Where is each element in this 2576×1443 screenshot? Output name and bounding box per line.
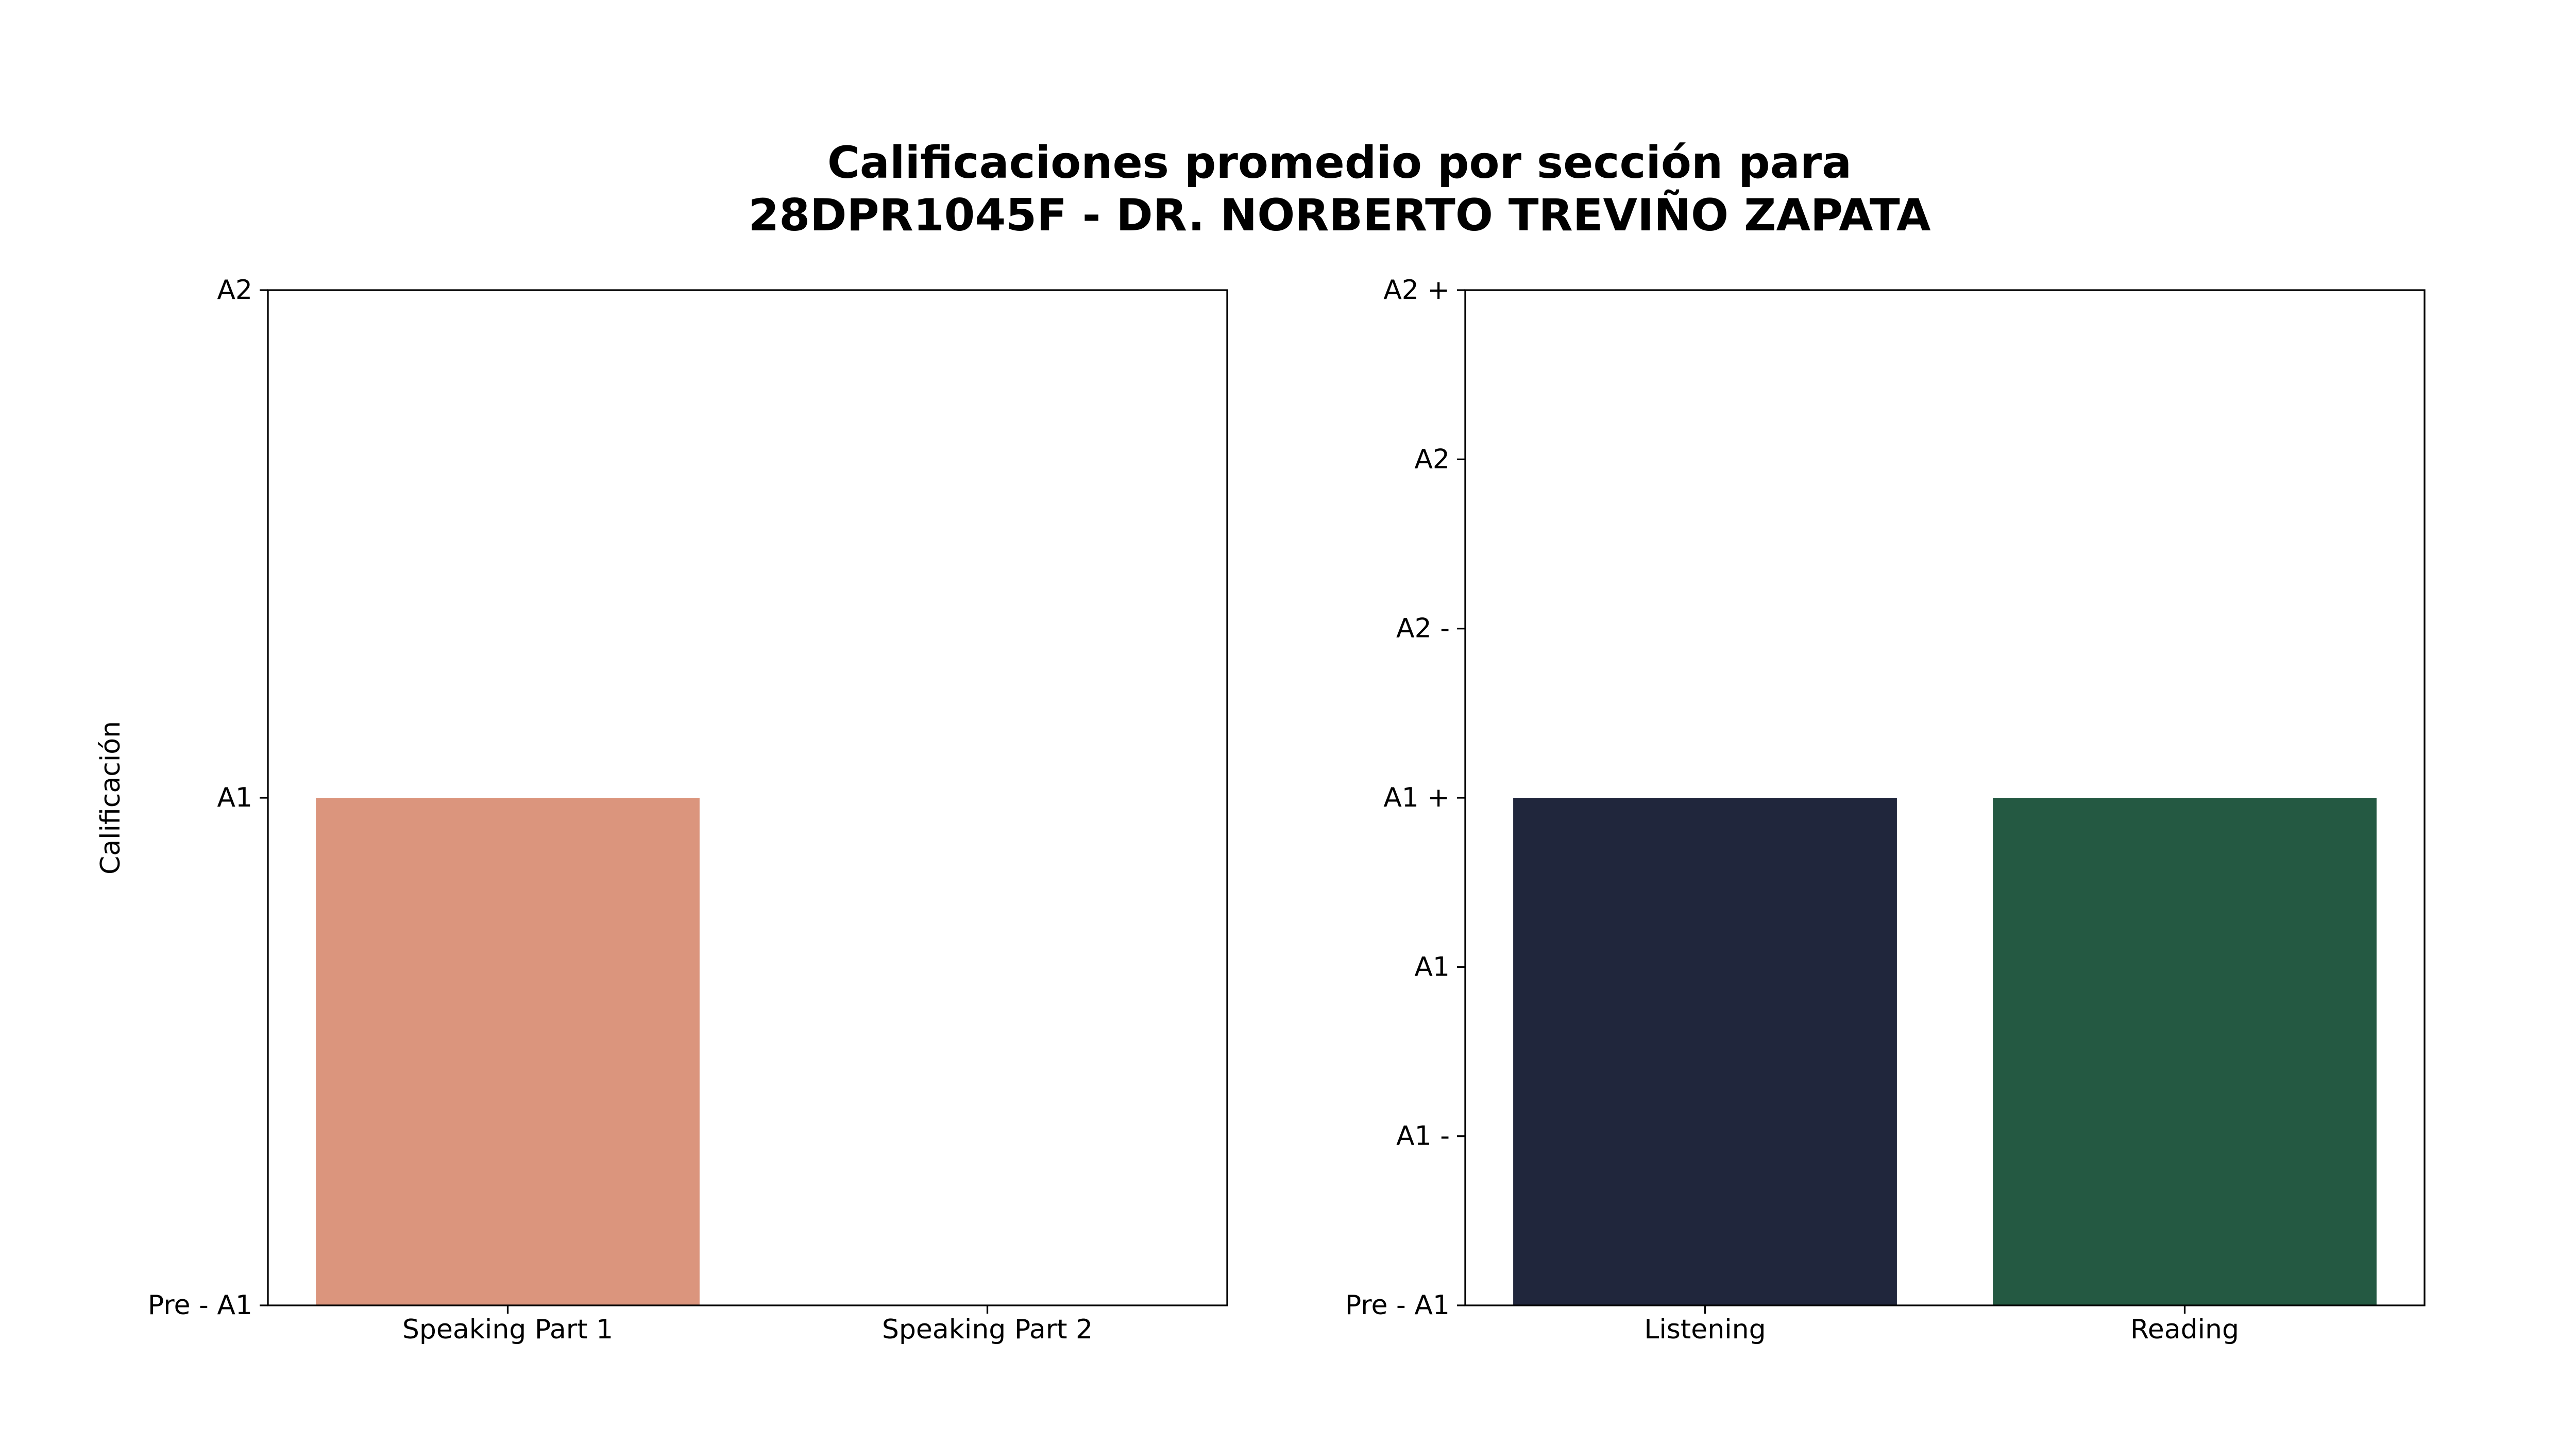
y-tick-label: A1 - bbox=[1396, 1121, 1450, 1152]
y-tick-label: A1 bbox=[1414, 951, 1450, 982]
y-tick-label: Pre - A1 bbox=[148, 1290, 252, 1321]
y-tick-label: A1 + bbox=[1383, 782, 1450, 813]
bar bbox=[1513, 798, 1897, 1305]
right-subplot: Pre - A1 A1 - A1 A1 + A2 - A2 A2 + Listening Rea… bbox=[1345, 275, 2426, 1345]
bar bbox=[1993, 798, 2377, 1305]
y-tick-label: A2 - bbox=[1396, 613, 1450, 644]
x-tick-label: Reading bbox=[2130, 1314, 2239, 1345]
x-tick-label: Speaking Part 1 bbox=[402, 1314, 613, 1345]
y-axis-label: Calificación bbox=[95, 721, 126, 875]
y-tick-label: Pre - A1 bbox=[1345, 1290, 1450, 1321]
y-tick-label: A2 bbox=[217, 275, 252, 306]
left-subplot: Pre - A1 A1 A2 Speaking Part 1 Speaking Part… bbox=[95, 275, 1228, 1345]
y-tick-label: A2 bbox=[1414, 444, 1450, 475]
bar bbox=[316, 798, 700, 1305]
x-tick-label: Speaking Part 2 bbox=[882, 1314, 1093, 1345]
chart-title-line-2: 28DPR1045F - DR. NORBERTO TREVIÑO ZAPATA bbox=[748, 189, 1931, 241]
y-tick-label: A2 + bbox=[1383, 275, 1450, 306]
chart-title-line-1: Calificaciones promedio por sección para bbox=[827, 137, 1852, 189]
x-tick-label: Listening bbox=[1644, 1314, 1766, 1345]
y-tick-label: A1 bbox=[217, 782, 252, 813]
